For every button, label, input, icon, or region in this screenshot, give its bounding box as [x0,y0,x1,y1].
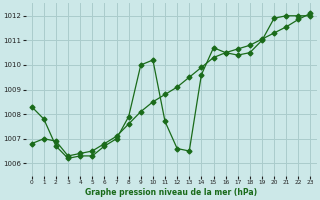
X-axis label: Graphe pression niveau de la mer (hPa): Graphe pression niveau de la mer (hPa) [85,188,257,197]
